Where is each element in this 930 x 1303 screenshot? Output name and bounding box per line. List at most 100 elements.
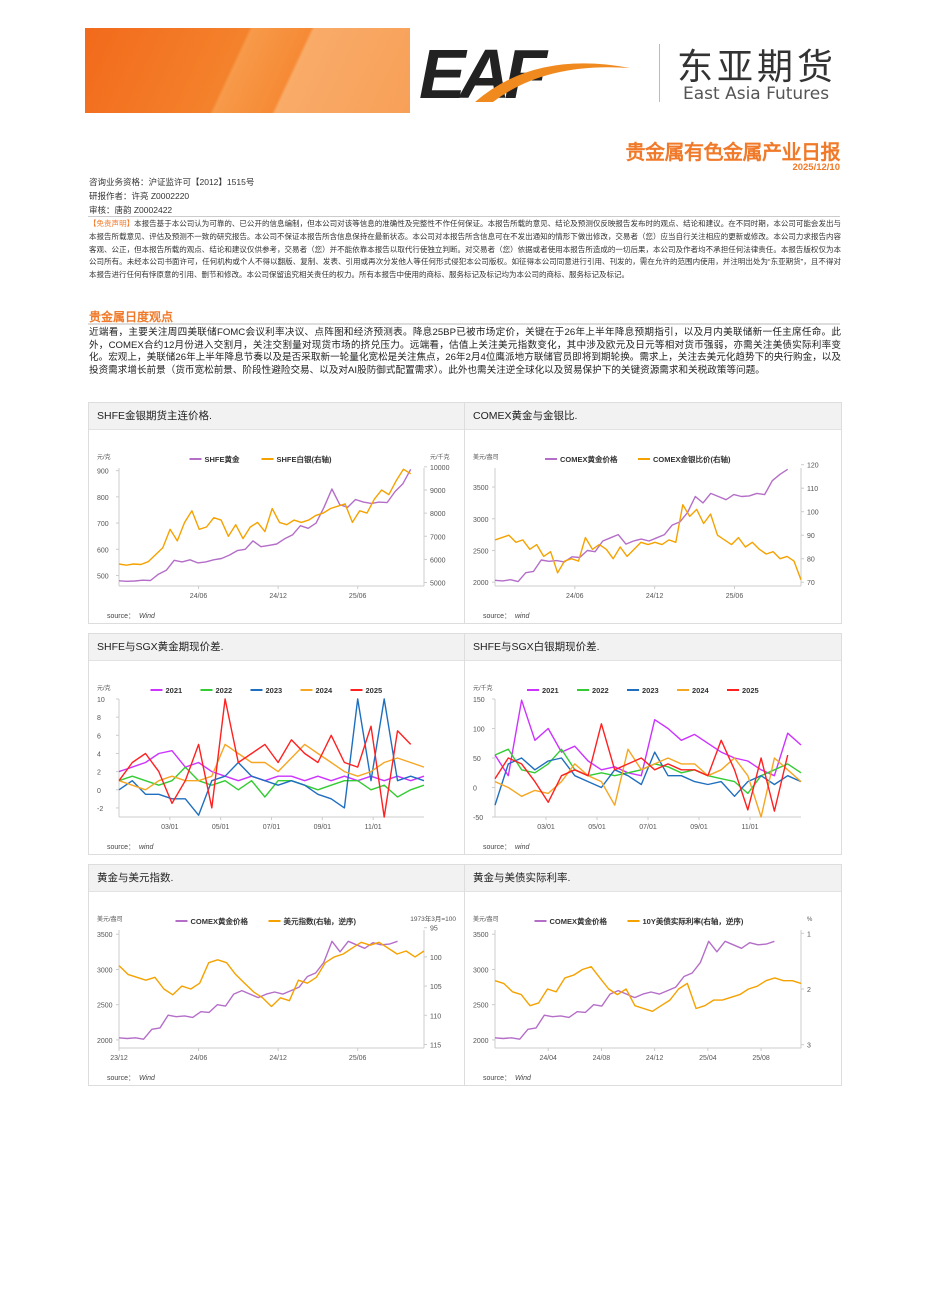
series-line-2023 bbox=[118, 698, 425, 816]
x-tick-label: 24/12 bbox=[269, 1055, 287, 1062]
header-banner bbox=[85, 28, 410, 113]
y-tick-label: 600 bbox=[97, 547, 109, 554]
legend-label: SHFE黄金 bbox=[205, 454, 241, 464]
disclaimer: 【免责声明】本报告基于本公司认为可靠的、已公开的信息编制，但本公司对该等信息的准… bbox=[89, 218, 841, 282]
x-tick-label: 09/01 bbox=[690, 824, 708, 831]
series-line-2025 bbox=[118, 698, 412, 818]
source-name: Wind bbox=[139, 1075, 156, 1082]
disclaimer-text: 本报告基于本公司认为可靠的、已公开的信息编制，但本公司对该等信息的准确性及完整性… bbox=[89, 219, 841, 280]
y-right-tick-label: 105 bbox=[430, 984, 442, 991]
x-tick-label: 24/08 bbox=[593, 1055, 611, 1062]
y-tick-label: 2000 bbox=[473, 1038, 489, 1045]
y-right-tick-label: 10000 bbox=[430, 465, 450, 472]
series-line-COMEX bbox=[494, 468, 789, 583]
chart-panel-silver-spread: SHFE与SGX白银期现价差. 元/千克 -50 0 50 100 150 03/01 05/… bbox=[464, 633, 842, 855]
license-info: 咨询业务资格：沪证监许可【2012】1515号 bbox=[89, 177, 255, 187]
legend-label: 2023 bbox=[266, 686, 283, 695]
section-body: 近端看，主要关注周四美联储FOMC会议利率决议、点阵图和经济预测表。降息25BP… bbox=[89, 327, 841, 376]
chart-title: SHFE与SGX黄金期现价差. bbox=[89, 634, 464, 661]
author-info: 研报作者：许亮 Z0002220 bbox=[89, 191, 190, 201]
x-tick-label: 11/01 bbox=[742, 824, 759, 831]
chart-title: SHFE金银期货主连价格. bbox=[89, 403, 464, 430]
legend-label: COMEX金银比价(右轴) bbox=[653, 454, 731, 464]
y-right-tick-label: 100 bbox=[807, 510, 819, 517]
x-tick-label: 23/12 bbox=[110, 1055, 128, 1062]
source-name: wind bbox=[139, 844, 155, 851]
chart-comex-gold-ratio: 美元/盎司 2000 2500 3000 3500 70 80 90 100 110 120 24/0… bbox=[473, 453, 819, 620]
y-right-tick-label: 3 bbox=[807, 1043, 811, 1050]
y-tick-label: 500 bbox=[97, 574, 109, 581]
section-title: 贵金属日度观点 bbox=[89, 310, 174, 324]
y-axis-left-unit: 元/克 bbox=[97, 453, 111, 461]
x-tick-label: 24/06 bbox=[190, 1055, 208, 1062]
y-right-tick-label: 110 bbox=[807, 486, 818, 493]
y-right-tick-label: 115 bbox=[430, 1042, 441, 1049]
y-right-tick-label: 95 bbox=[430, 926, 438, 933]
y-right-tick-label: 2 bbox=[807, 987, 811, 994]
y-tick-label: 3000 bbox=[473, 967, 489, 974]
series-line-2024 bbox=[494, 748, 802, 818]
x-tick-label: 07/01 bbox=[263, 824, 281, 831]
series-line-SHFE bbox=[118, 468, 412, 583]
y-tick-label: 3500 bbox=[97, 932, 113, 939]
x-tick-label: 09/01 bbox=[314, 824, 332, 831]
y-tick-label: 2500 bbox=[473, 1003, 489, 1010]
chart-gold-real-rate: 美元/盎司 2000 2500 3000 3500% 1 2 3 24/04 24/08 24/12… bbox=[473, 915, 813, 1082]
source-label: source： bbox=[483, 1075, 511, 1082]
x-tick-label: 25/06 bbox=[349, 1055, 367, 1062]
series-line-2024 bbox=[118, 743, 425, 791]
y-tick-label: 0 bbox=[473, 786, 477, 793]
x-tick-label: 24/12 bbox=[646, 593, 664, 600]
y-tick-label: -50 bbox=[473, 815, 483, 822]
divider bbox=[88, 216, 840, 217]
y-axis-left-unit: 元/千克 bbox=[473, 684, 493, 692]
y-right-tick-label: 9000 bbox=[430, 488, 446, 495]
source-name: wind bbox=[515, 613, 531, 620]
series-line-SHFE bbox=[118, 468, 412, 566]
legend-label: COMEX黄金价格 bbox=[560, 454, 618, 464]
x-tick-label: 11/01 bbox=[365, 824, 382, 831]
legend-label: 2024 bbox=[316, 686, 334, 695]
series-line-2025 bbox=[494, 723, 789, 812]
series-line-2022 bbox=[494, 748, 802, 795]
series-line-10Y bbox=[494, 965, 802, 1013]
disclaimer-tag: 【免责声明】 bbox=[89, 219, 135, 228]
legend-label: 2022 bbox=[592, 686, 609, 695]
y-tick-label: -2 bbox=[97, 806, 103, 813]
legend-label: 2023 bbox=[642, 686, 659, 695]
y-axis-left-unit: 元/克 bbox=[97, 684, 111, 692]
chart-gold-spread: 元/克 -2 0 2 4 6 8 10 03/01 05/01 07/01 09/01 11/01 202… bbox=[97, 684, 425, 851]
y-tick-label: 800 bbox=[97, 495, 109, 502]
logo-chinese-name: 东亚期货 bbox=[677, 47, 838, 88]
y-axis-left-unit: 美元/盎司 bbox=[97, 915, 123, 923]
y-right-tick-label: 80 bbox=[807, 557, 815, 564]
x-tick-label: 03/01 bbox=[161, 824, 179, 831]
y-tick-label: 2500 bbox=[473, 548, 489, 555]
y-right-tick-label: 5000 bbox=[430, 581, 446, 588]
y-right-tick-label: 90 bbox=[807, 533, 815, 540]
y-right-tick-label: 70 bbox=[807, 580, 815, 587]
source-name: wind bbox=[515, 844, 531, 851]
y-right-tick-label: 100 bbox=[430, 955, 442, 962]
legend-label: 2021 bbox=[542, 686, 559, 695]
series-line-COMEX bbox=[494, 940, 775, 1040]
corner-note: 1973年3月=100 bbox=[410, 914, 456, 923]
legend-label: 10Y美债实际利率(右轴，逆序) bbox=[643, 916, 744, 926]
source-name: Wind bbox=[515, 1075, 532, 1082]
y-axis-right-unit: 元/千克 bbox=[430, 453, 450, 461]
legend-label: 2022 bbox=[216, 686, 233, 695]
y-tick-label: 50 bbox=[473, 756, 481, 763]
chart-shfe-gold-silver: 元/克 500 600 700 800 900 元/千克 5000 6000 7000 8000 90… bbox=[97, 453, 450, 620]
y-right-tick-label: 110 bbox=[430, 1013, 441, 1020]
legend-label: 2025 bbox=[366, 686, 383, 695]
y-right-tick-label: 6000 bbox=[430, 557, 446, 564]
x-tick-label: 24/04 bbox=[539, 1055, 557, 1062]
y-tick-label: 4 bbox=[97, 751, 101, 758]
eaf-logo-mark-icon: EAF bbox=[419, 40, 630, 106]
y-right-tick-label: 1 bbox=[807, 931, 811, 938]
x-tick-label: 05/01 bbox=[588, 824, 606, 831]
x-tick-label: 24/06 bbox=[190, 593, 208, 600]
source-label: source： bbox=[107, 844, 135, 851]
source-label: source： bbox=[483, 844, 511, 851]
series-line-COMEX bbox=[118, 940, 398, 1040]
